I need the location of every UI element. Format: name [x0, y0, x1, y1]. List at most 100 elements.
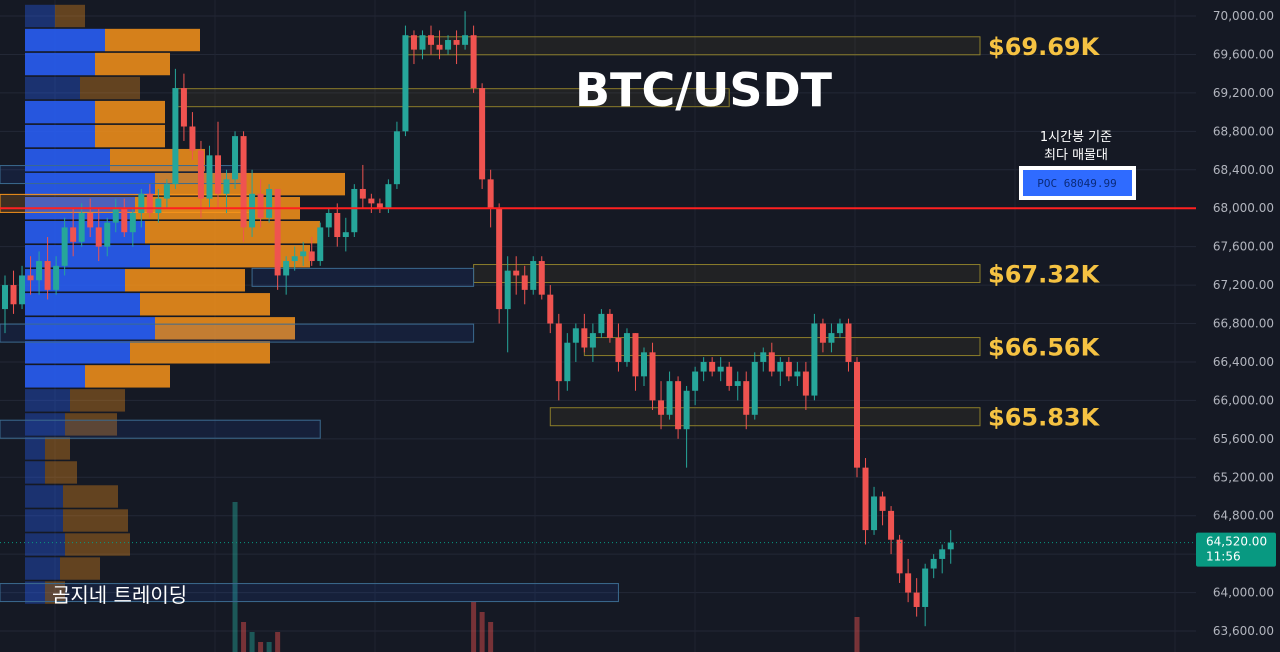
volume-profile-sell: [45, 581, 65, 604]
candle-body: [589, 333, 596, 348]
candle-body: [172, 88, 179, 185]
volume-profile-sell: [65, 413, 117, 436]
candle-body: [385, 184, 392, 209]
poc-label-text: POC 68049.99: [1037, 177, 1116, 190]
candle-body: [428, 35, 434, 45]
candle-body: [197, 150, 204, 199]
candle-body: [641, 352, 647, 377]
candle-body: [760, 352, 767, 362]
candle-body: [10, 285, 17, 305]
candle-body: [240, 136, 247, 228]
price-axis-label: 66,400.00: [1213, 355, 1274, 369]
candle-body: [683, 390, 690, 430]
candle-body: [206, 155, 213, 199]
volume-profile-sell: [45, 437, 70, 460]
price-axis-label: 65,600.00: [1213, 432, 1274, 446]
candle-body: [317, 227, 324, 262]
volume-bars: [232, 502, 860, 652]
candle-body: [785, 361, 792, 377]
candle-body: [419, 35, 426, 50]
candle-body: [496, 208, 503, 310]
volume-profile-sell: [150, 245, 310, 268]
candle-body: [274, 188, 281, 276]
candle-body: [802, 371, 809, 396]
candle-body: [19, 275, 26, 305]
candle-body: [155, 198, 162, 213]
volume-profile-buy: [25, 365, 85, 388]
candle-body: [36, 261, 43, 281]
candle-body: [564, 342, 571, 382]
volume-profile-buy: [25, 485, 63, 508]
candle-body: [913, 592, 920, 607]
last-price-box: [1196, 532, 1276, 567]
volume-profile-sell: [130, 341, 270, 364]
candle-body: [359, 188, 366, 199]
volume-profile-sell: [140, 293, 270, 316]
volume-profile-buy: [25, 4, 55, 28]
poc-label[interactable]: POC 68049.99: [1019, 166, 1136, 200]
price-axis-label: 66,800.00: [1213, 317, 1274, 331]
candle-body: [70, 227, 77, 242]
volume-profile-buy: [25, 461, 45, 484]
volume-profile-buy: [25, 28, 105, 52]
candle-body: [700, 361, 707, 372]
zone-box: [0, 419, 321, 439]
volume-profile-buy: [25, 317, 155, 340]
zone-box: [473, 264, 981, 284]
volume-profile-buy: [25, 413, 65, 436]
candle-body: [513, 270, 520, 276]
candle-body: [376, 203, 383, 209]
candle-body: [112, 208, 119, 223]
candle-body: [905, 573, 912, 593]
volume-profile-sell: [80, 76, 140, 100]
price-lines: [0, 207, 1196, 544]
candle-body: [300, 251, 307, 257]
candle-body: [521, 275, 528, 290]
candle-body: [291, 256, 298, 262]
volume-profile-buy: [25, 581, 45, 604]
candle-body: [487, 179, 494, 209]
candle-body: [879, 496, 886, 511]
candle-body: [751, 361, 758, 415]
volume-bar: [232, 502, 238, 652]
candle-body: [104, 222, 111, 247]
price-axis-label: 64,000.00: [1213, 586, 1274, 600]
candle-body: [581, 328, 588, 348]
volume-profile-sell: [70, 389, 125, 412]
candle-body: [794, 371, 801, 377]
candle-body: [845, 323, 852, 362]
candle-body: [215, 155, 221, 194]
candle-body: [27, 275, 34, 281]
zone-price-label: $66.56K: [988, 334, 1101, 362]
candle-body: [453, 40, 460, 45]
candle-body: [462, 35, 469, 45]
candle-body: [249, 193, 256, 228]
candle-body: [836, 323, 843, 334]
volume-profile-sell: [95, 52, 170, 76]
volume-profile-buy: [25, 533, 65, 556]
candle-body: [811, 323, 818, 396]
volume-bar: [854, 617, 860, 652]
candle-body: [445, 40, 452, 50]
candle-body: [402, 35, 409, 132]
volume-bar: [249, 632, 255, 652]
candle-body: [2, 285, 8, 310]
volume-bar: [488, 622, 494, 652]
candle-body: [436, 44, 443, 50]
candle-body: [308, 251, 315, 262]
candle-body: [871, 496, 878, 531]
candle-body: [504, 270, 511, 310]
volume-profile-sell: [155, 317, 295, 340]
candle-body: [675, 381, 682, 430]
last-price-tag: 64,520.00 11:56: [1196, 532, 1276, 567]
candle-body: [623, 333, 630, 362]
candle-body: [138, 193, 145, 213]
candlesticks: [2, 11, 954, 627]
candle-body: [862, 467, 869, 531]
candle-body: [530, 261, 537, 290]
candle-body: [61, 227, 68, 266]
candle-body: [146, 193, 153, 213]
candle-body: [828, 333, 835, 343]
candle-body: [53, 265, 60, 290]
